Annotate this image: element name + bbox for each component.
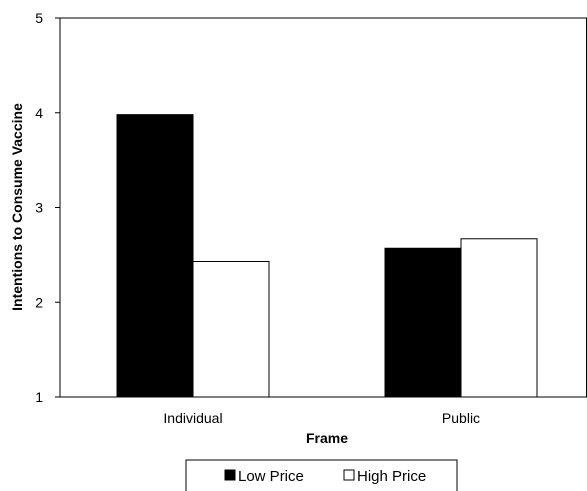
y-axis-title: Intentions to Consume Vaccine (9, 103, 25, 311)
bar-high-price-public (460, 238, 538, 398)
bar-low-price-individual (116, 114, 194, 398)
y-tick-label: 3 (35, 200, 43, 216)
legend-label: High Price (357, 468, 426, 485)
x-ticks-group: Individual Public (163, 410, 480, 426)
bar-low-price-public (384, 247, 462, 398)
y-tick-label: 5 (35, 10, 43, 26)
bars-group (116, 114, 538, 398)
y-tick-label: 4 (35, 105, 43, 121)
x-axis-title: Frame (306, 430, 348, 446)
legend: Low Price High Price (185, 459, 458, 491)
y-ticks-group: 1 2 3 4 5 (35, 10, 60, 405)
x-tick-label: Public (442, 410, 480, 426)
legend-swatch (343, 469, 355, 481)
y-tick-label: 2 (35, 294, 43, 310)
legend-label: Low Price (238, 468, 304, 485)
x-tick-label: Individual (163, 410, 222, 426)
y-tick-label: 1 (35, 389, 43, 405)
bar-high-price-individual (192, 261, 270, 398)
legend-frame (185, 459, 458, 491)
legend-swatch (224, 469, 236, 481)
